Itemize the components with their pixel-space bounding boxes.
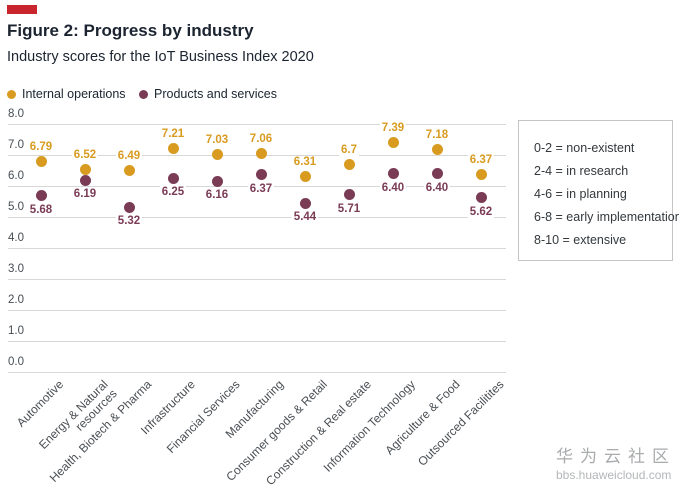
scale-legend-line: 6-8 = early implementation	[534, 210, 679, 224]
legend-item-products-services: Products and services	[139, 87, 277, 101]
y-axis-tick-label: 8.0	[8, 108, 27, 120]
legend-dot-icon	[7, 89, 16, 99]
figure-subtitle: Industry scores for the IoT Business Ind…	[7, 49, 314, 65]
watermark-url-text: bbs.huaweicloud.com	[556, 468, 672, 482]
legend-item-internal-operations: Internal operations	[7, 87, 126, 101]
data-point-value: 7.03	[203, 133, 231, 147]
data-point-dot	[475, 192, 487, 204]
data-point-dot	[255, 169, 267, 181]
y-axis-tick-label: 5.0	[8, 201, 27, 213]
data-point-value: 5.68	[27, 203, 55, 217]
data-point-dot	[387, 137, 399, 149]
data-point-dot	[167, 142, 179, 154]
y-axis-tick-label: 3.0	[8, 263, 27, 275]
y-axis-tick-label: 1.0	[8, 325, 27, 337]
data-point-dot	[343, 189, 355, 201]
gridline	[8, 248, 506, 249]
data-point-value: 6.37	[247, 182, 275, 196]
scale-legend-line: 0-2 = non-existent	[534, 141, 635, 155]
data-point-dot	[387, 168, 399, 180]
data-point-dot	[343, 158, 355, 170]
scale-legend-box: 0-2 = non-existent 2-4 = in research 4-6…	[518, 120, 679, 261]
gridline	[8, 279, 506, 280]
legend-label: Products and services	[154, 87, 277, 101]
gridline	[8, 372, 506, 373]
data-point-dot	[79, 164, 91, 176]
y-axis-tick-label: 6.0	[8, 170, 27, 182]
data-point-dot	[211, 148, 223, 160]
scale-legend-line: 4-6 = in planning	[534, 187, 627, 201]
data-point-dot	[255, 147, 267, 159]
data-point-dot	[475, 169, 487, 181]
scale-legend-line: 2-4 = in research	[534, 164, 629, 178]
y-axis-tick-label: 2.0	[8, 294, 27, 306]
data-point-dot	[211, 175, 223, 187]
data-point-value: 6.79	[27, 141, 55, 154]
data-point-dot	[167, 172, 179, 184]
y-axis-tick-label: 0.0	[8, 356, 27, 368]
data-point-dot	[35, 156, 47, 167]
data-point-dot	[79, 174, 91, 186]
data-point-dot	[123, 165, 135, 177]
data-point-value: 7.39	[379, 122, 407, 136]
y-axis-tick-label: 7.0	[8, 139, 27, 151]
data-point-value: 5.71	[335, 202, 363, 216]
data-point-dot	[299, 170, 311, 182]
gridline	[8, 341, 506, 342]
data-point-value: 5.44	[291, 211, 319, 225]
scale-legend-line: 8-10 = extensive	[534, 233, 627, 247]
watermark: 华为云社区 bbs.huaweicloud.com	[556, 442, 676, 482]
data-point-value: 7.18	[423, 128, 451, 142]
data-point-value: 6.37	[467, 154, 495, 168]
legend-dot-icon	[139, 89, 148, 99]
gridline	[8, 217, 506, 218]
data-point-dot	[123, 201, 135, 213]
data-point-value: 6.40	[423, 181, 451, 195]
gridline	[8, 310, 506, 311]
gridline	[8, 124, 506, 125]
data-point-value: 5.62	[467, 205, 495, 219]
data-point-dot	[431, 143, 443, 155]
y-axis-tick-label: 4.0	[8, 232, 27, 244]
figure-title: Figure 2: Progress by industry	[7, 21, 254, 40]
data-point-value: 6.16	[203, 189, 231, 203]
data-point-dot	[431, 168, 443, 180]
data-point-value: 6.31	[291, 155, 319, 169]
data-point-value: 6.40	[379, 181, 407, 195]
data-point-value: 6.25	[159, 186, 187, 200]
data-point-value: 6.19	[71, 188, 99, 202]
data-point-value: 7.06	[247, 132, 275, 146]
data-point-value: 6.7	[339, 143, 359, 157]
data-point-dot	[35, 190, 47, 202]
x-axis-category-label: Outsourced Facilitites	[414, 377, 507, 469]
legend-label: Internal operations	[22, 87, 126, 101]
data-point-value: 7.21	[159, 127, 187, 141]
data-point-dot	[299, 197, 311, 209]
accent-bar	[7, 5, 37, 14]
watermark-brand-text: 华为云社区	[556, 447, 676, 466]
data-point-value: 6.52	[71, 149, 99, 163]
data-point-value: 6.49	[115, 150, 143, 164]
data-point-value: 5.32	[115, 215, 143, 229]
